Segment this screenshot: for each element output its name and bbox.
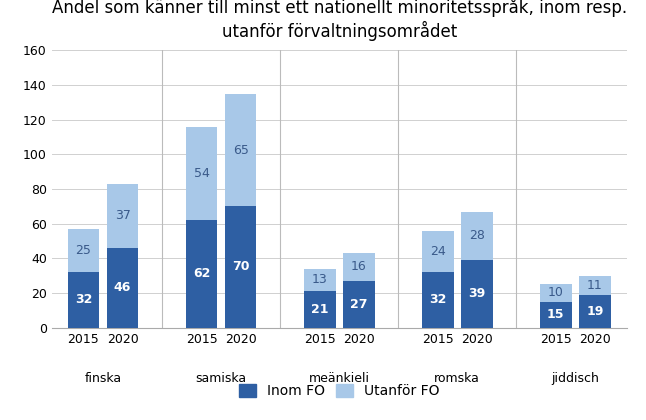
Bar [343,253,375,281]
Text: 39: 39 [468,287,485,300]
Text: romska: romska [434,372,480,385]
Text: 11: 11 [587,278,603,291]
Bar [579,276,610,295]
Title: Andel som känner till minst ett nationellt minoritetsspråk, inom resp.
utanför f: Andel som känner till minst ett nationel… [52,0,627,40]
Bar [461,212,493,260]
Bar [343,281,375,328]
Legend: Inom FO, Utanför FO: Inom FO, Utanför FO [233,379,445,404]
Text: jiddisch: jiddisch [552,372,599,385]
Text: 10: 10 [548,286,564,299]
Text: 15: 15 [547,308,565,321]
Bar [304,269,335,291]
Text: 62: 62 [193,268,210,281]
Text: 16: 16 [351,260,366,273]
Bar [185,220,218,328]
Text: 24: 24 [430,245,446,258]
Bar [107,184,138,248]
Text: 46: 46 [114,281,131,294]
Bar [579,295,610,328]
Bar [422,272,453,328]
Bar [68,272,99,328]
Bar [185,126,218,220]
Bar [304,291,335,328]
Bar [422,231,453,272]
Text: finska: finska [85,372,121,385]
Bar [225,206,256,328]
Text: meänkieli: meänkieli [309,372,370,385]
Text: samiska: samiska [196,372,247,385]
Text: 65: 65 [233,144,249,157]
Bar [107,248,138,328]
Text: 28: 28 [469,229,484,242]
Text: 37: 37 [114,209,130,222]
Bar [68,229,99,272]
Text: 21: 21 [311,303,328,316]
Text: 32: 32 [429,294,446,306]
Bar [540,284,572,302]
Text: 13: 13 [312,273,328,286]
Bar [461,260,493,328]
Text: 19: 19 [586,304,603,318]
Bar [540,302,572,328]
Text: 32: 32 [75,294,92,306]
Text: 70: 70 [232,260,249,273]
Text: 54: 54 [194,167,209,180]
Text: 27: 27 [350,298,368,311]
Bar [225,94,256,206]
Text: 25: 25 [76,244,91,257]
